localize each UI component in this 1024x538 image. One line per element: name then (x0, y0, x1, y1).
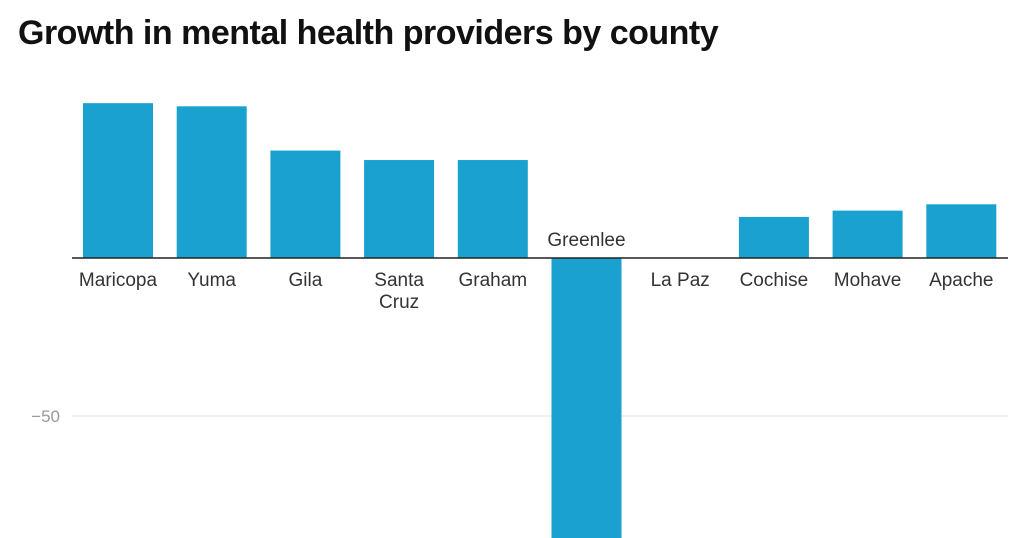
bar-mohave (833, 211, 903, 258)
bar-maricopa (83, 103, 153, 258)
category-label: Apache (929, 270, 993, 291)
category-label: Gila (289, 270, 323, 291)
category-label: Graham (458, 270, 527, 291)
y-tick-label: −50 (31, 407, 60, 426)
bar-cochise (739, 217, 809, 258)
category-label: Greenlee (547, 230, 625, 251)
bar-greenlee (552, 258, 622, 538)
category-label: Cochise (740, 270, 809, 291)
bar-gila (270, 151, 340, 258)
bar-santa-cruz (364, 160, 434, 258)
bar-graham (458, 160, 528, 258)
label-layer: −50 Maricopa Yuma Gila Santa Cruz Graham Greenl… (31, 230, 993, 426)
bar-layer (83, 103, 996, 538)
category-label: Yuma (187, 270, 236, 291)
category-label: Maricopa (79, 270, 158, 291)
bar-chart: −50 Maricopa Yuma Gila Santa Cruz Graham Greenl… (0, 0, 1024, 538)
bar-yuma (177, 106, 247, 258)
bar-apache (926, 204, 996, 258)
category-label: Mohave (834, 270, 902, 291)
category-label: La Paz (651, 270, 710, 291)
category-label: Santa Cruz (374, 270, 424, 313)
